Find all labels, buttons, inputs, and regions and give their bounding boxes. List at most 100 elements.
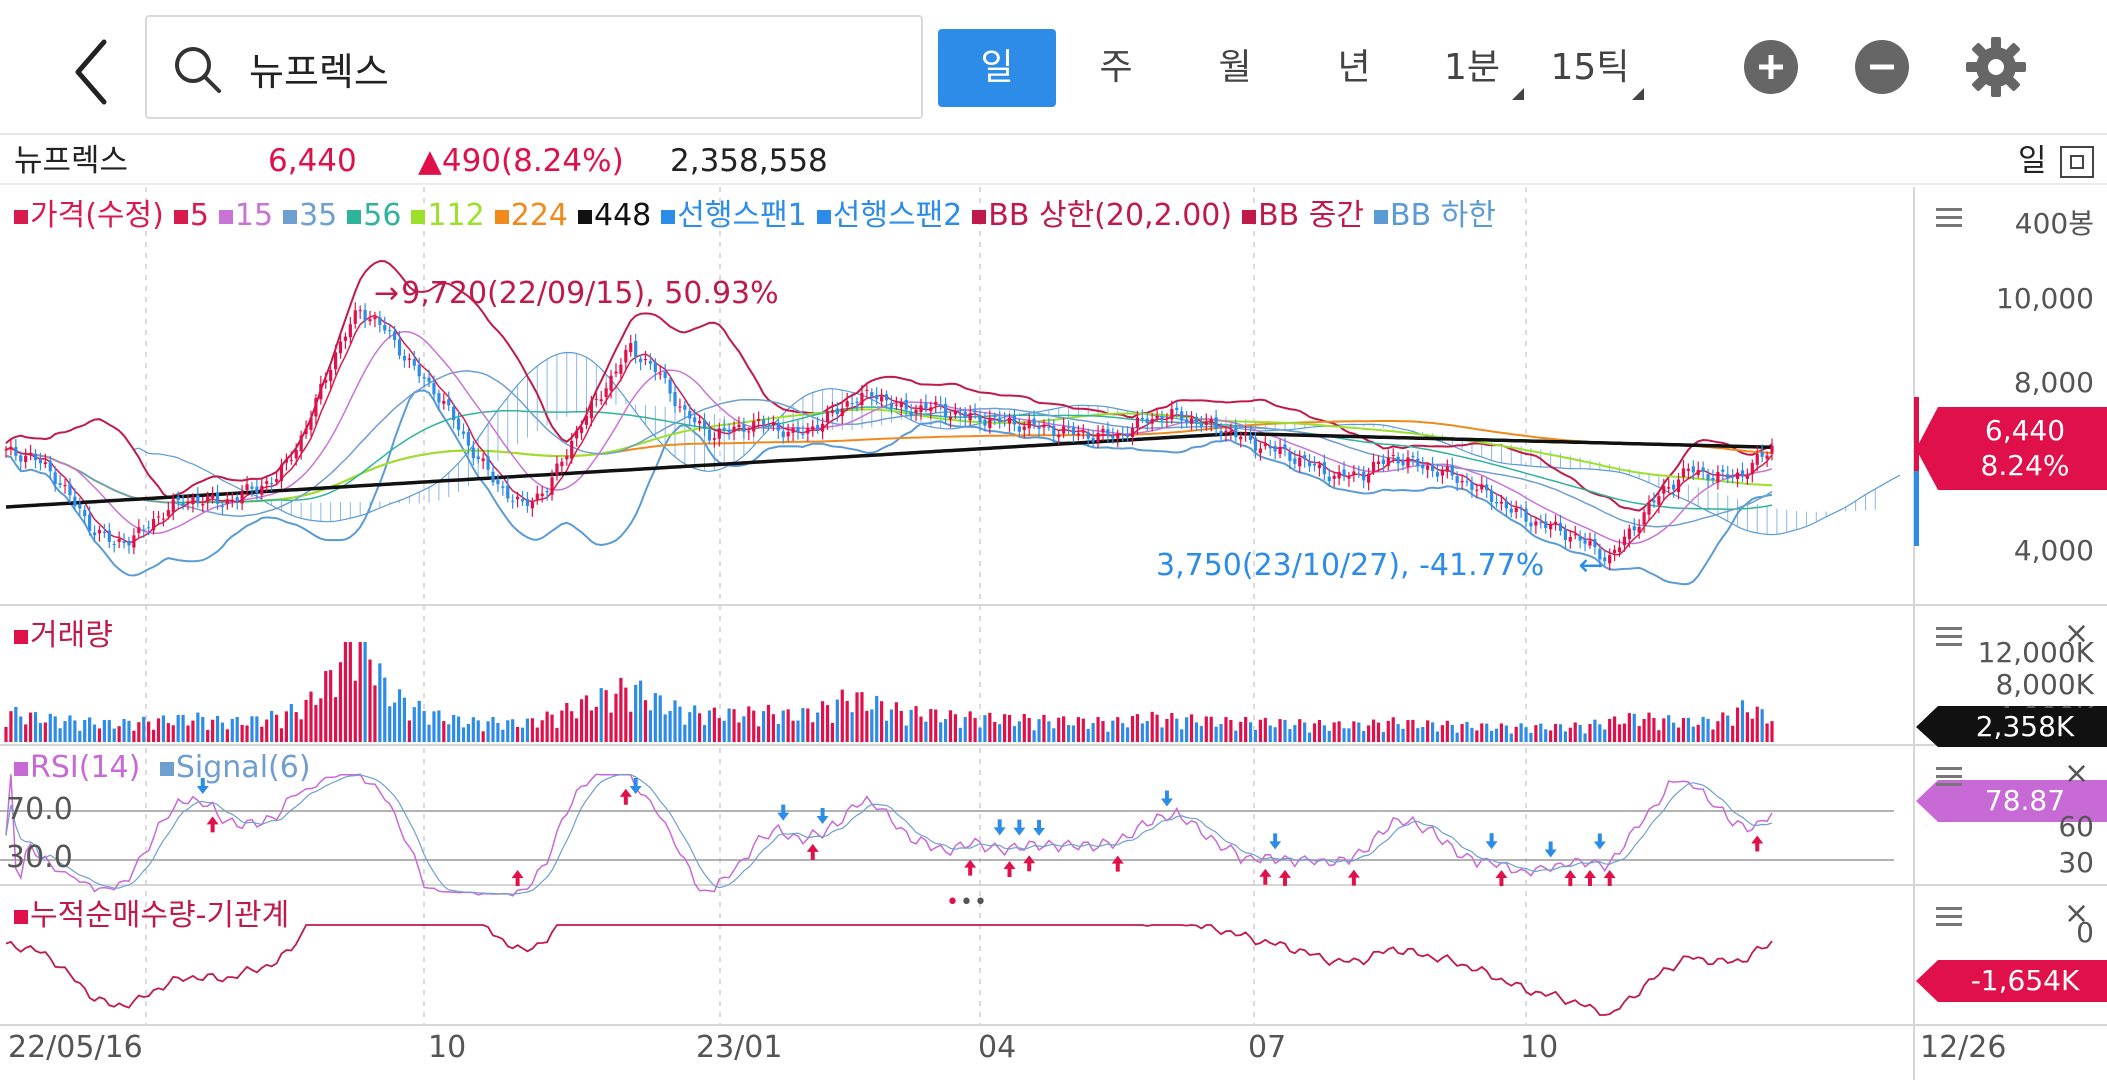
volume-panel-menu-icon[interactable] (1936, 627, 1962, 647)
candle-body (870, 391, 874, 398)
volume-bar (693, 705, 697, 742)
tab-day[interactable]: 일 (938, 29, 1056, 107)
volume-bar (1755, 706, 1759, 742)
square-icon (2070, 155, 2084, 169)
volume-bar (678, 706, 682, 742)
tab-15tick[interactable]: 15틱 (1550, 47, 1630, 88)
candle-body (1244, 432, 1248, 435)
candle-body (299, 435, 303, 452)
volume-bar (648, 710, 653, 742)
candle-body (1317, 464, 1322, 469)
cum-panel-menu-icon[interactable] (1936, 907, 1962, 927)
volume-bar (166, 723, 170, 742)
volume-bar (1003, 714, 1007, 742)
volume-bar (1332, 722, 1336, 742)
x-label-oct-22: 10 (428, 1030, 467, 1065)
legend-item: 224 (510, 198, 568, 233)
volume-bar (1470, 727, 1474, 742)
tab-year[interactable]: 년 (1337, 47, 1371, 88)
candle-body (1307, 461, 1312, 467)
volume-bar (584, 695, 589, 742)
candle-body (1750, 462, 1754, 475)
volume-bar (1165, 718, 1169, 742)
search-box[interactable] (145, 15, 923, 119)
zoom-in-button[interactable] (1744, 40, 1798, 94)
back-button[interactable] (58, 30, 128, 110)
candle-body (1150, 418, 1154, 424)
volume-bar (1273, 727, 1277, 742)
candle-body (142, 529, 146, 531)
volume-bar (1514, 726, 1518, 742)
volume-bar (934, 709, 938, 742)
volume-bar (235, 716, 239, 742)
chart-toggle-button[interactable] (2060, 146, 2094, 178)
volume-bar (1450, 724, 1454, 742)
volume-bar (968, 711, 972, 742)
stock-chart[interactable] (0, 187, 2107, 1080)
candle-body (1583, 538, 1587, 544)
candle-body (545, 491, 549, 493)
arrow-right-icon: → (374, 276, 400, 311)
minus-circle-icon (1870, 64, 1894, 70)
volume-bar (304, 699, 308, 742)
candle-body (693, 417, 697, 423)
panel-resize-dots[interactable]: ••• (946, 890, 988, 915)
volume-bar (1485, 723, 1489, 742)
volume-bar (1711, 729, 1715, 742)
volume-legend-label: 거래량 (30, 618, 113, 653)
volume-bar (1327, 730, 1331, 742)
cum-panel-close-icon[interactable]: × (2064, 896, 2090, 931)
tab-1min[interactable]: 1분 (1443, 47, 1501, 88)
price-panel-menu-icon[interactable] (1936, 208, 1962, 228)
rsi-panel-close-icon[interactable]: × (2064, 756, 2090, 791)
candle-body (1760, 452, 1764, 457)
volume-bar (215, 715, 220, 742)
tab-week[interactable]: 주 (1099, 47, 1133, 88)
candle-body (1007, 417, 1012, 424)
tab-month[interactable]: 월 (1218, 47, 1252, 88)
volume-bar (1042, 714, 1046, 742)
volume-bar (309, 691, 313, 742)
candle-body (1037, 426, 1041, 429)
candle-body (584, 415, 589, 425)
candle-body (447, 399, 451, 406)
price-unit-label: 400봉 (2014, 207, 2094, 240)
candle-body (1081, 431, 1085, 433)
zoom-out-button[interactable] (1855, 40, 1909, 94)
legend-swatch (411, 209, 426, 224)
candle-body (1770, 445, 1774, 454)
sell-signal-arrow (1160, 790, 1173, 807)
candle-body (9, 446, 13, 450)
candle-body (393, 331, 397, 340)
candle-body (1553, 521, 1558, 524)
candle-body (688, 410, 692, 419)
candle-body (983, 419, 987, 426)
volume-bar (260, 726, 264, 742)
volume-bar (211, 719, 215, 742)
volume-bar (1022, 714, 1026, 742)
volume-panel-close-icon[interactable]: × (2064, 616, 2090, 651)
candle-body (1411, 455, 1415, 458)
candle-body (107, 530, 111, 542)
candle-body (1106, 429, 1110, 436)
volume-bar (333, 697, 338, 742)
candle-body (993, 416, 997, 418)
buy-signal-arrow (1583, 870, 1596, 886)
candle-body (1229, 430, 1233, 433)
volume-bar (555, 727, 559, 742)
volume-bar (1189, 714, 1194, 742)
volume-bar (688, 712, 692, 742)
candle-body (1032, 418, 1036, 426)
legend-item: BB 하한 (1390, 198, 1496, 233)
candle-body (491, 471, 495, 483)
volume-bar (284, 711, 288, 742)
candle-body (865, 389, 869, 391)
settings-button[interactable] (1964, 35, 2028, 99)
candle-body (1239, 436, 1243, 440)
candle-body (348, 324, 352, 338)
volume-bar (752, 710, 756, 742)
volume-bar (1337, 721, 1341, 742)
candle-body (747, 431, 751, 433)
rsi-panel-menu-icon[interactable] (1936, 767, 1962, 787)
search-input[interactable] (247, 31, 887, 105)
